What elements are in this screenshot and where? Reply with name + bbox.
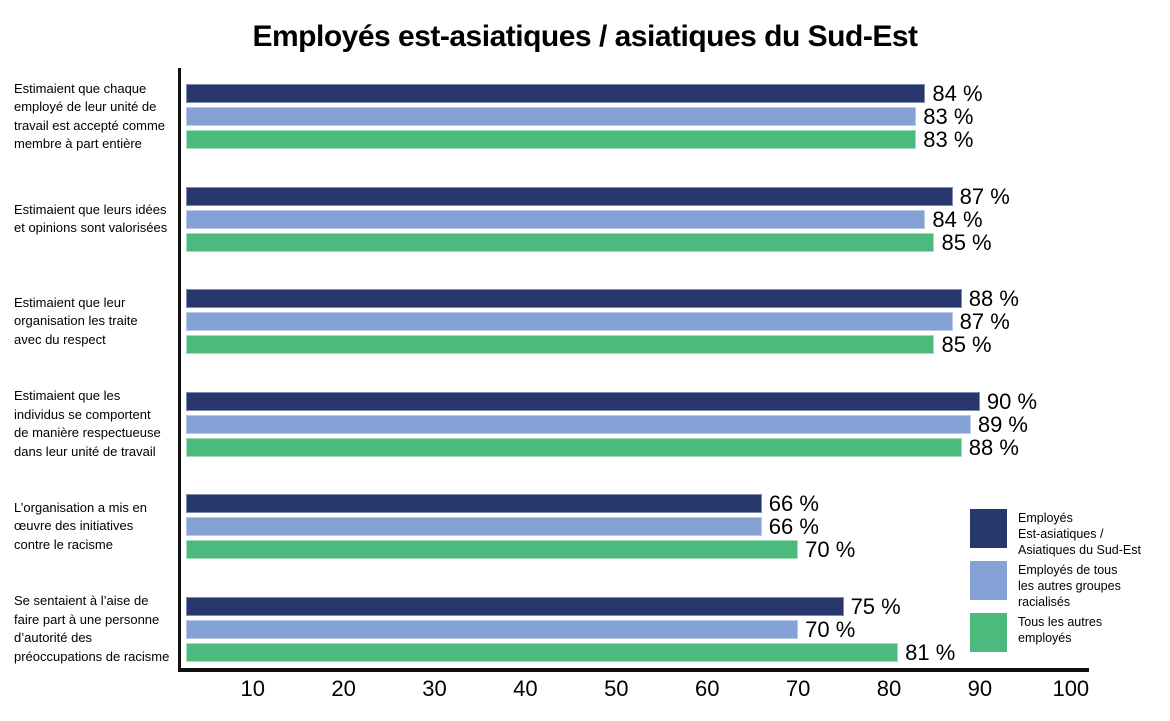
bar-value-label: 87 % xyxy=(959,309,1010,334)
bar-row: 70 % xyxy=(186,616,955,642)
bar-value-label: 90 % xyxy=(986,388,1038,414)
bar-value-label: 84 % xyxy=(932,206,983,232)
bar xyxy=(186,335,935,354)
bar xyxy=(186,186,953,206)
bar-value-label: 75 % xyxy=(850,593,901,619)
bar xyxy=(186,642,899,662)
x-axis-tick-label: 80 xyxy=(876,676,902,701)
bar-row: 85 % xyxy=(186,229,1010,255)
category-label: Estimaient que les individus se comporte… xyxy=(14,388,161,459)
bar-value-label: 83 % xyxy=(923,104,974,129)
bar-row: 87 % xyxy=(186,183,1010,209)
x-axis-tick-label: 70 xyxy=(785,676,811,701)
x-axis-tick-label: 20 xyxy=(331,676,356,701)
bar-value-label: 84 % xyxy=(932,81,983,106)
bar xyxy=(186,437,962,457)
bar-row: 83 % xyxy=(186,104,983,129)
x-axis-tick-label: 60 xyxy=(694,676,720,701)
bar-group: 87 % 84 % 85 % xyxy=(186,183,1010,256)
bar-row: 90 % xyxy=(186,388,1038,414)
bar-group: 75 % 70 % 81 % xyxy=(186,593,956,666)
bar xyxy=(186,596,844,616)
x-axis-tick-label: 100 xyxy=(1052,676,1090,701)
legend-label: Employés Est-asiatiques / Asiatiques du … xyxy=(1018,511,1141,557)
bar-value-label: 85 % xyxy=(941,332,992,357)
x-axis-tick-label: 50 xyxy=(604,676,629,701)
bar-value-label: 70 % xyxy=(805,616,856,642)
bar xyxy=(186,517,762,536)
x-axis-tick-label: 40 xyxy=(513,676,538,701)
bar-row: 70 % xyxy=(186,537,856,562)
bar-value-label: 88 % xyxy=(968,434,1019,460)
bar-row: 85 % xyxy=(186,332,1019,357)
legend-item: Tous les autres employés xyxy=(970,613,1170,665)
bar-value-label: 87 % xyxy=(959,183,1010,209)
legend-label: Tous les autres employés xyxy=(1018,615,1103,645)
category-label: Se sentaient à l’aise de faire part à un… xyxy=(14,593,170,664)
category-label: Estimaient que chaque employé de leur un… xyxy=(14,80,166,152)
category-label: L’organisation a mis en œuvre des initia… xyxy=(14,499,147,552)
bar-group: 90 % 89 % 88 % xyxy=(186,388,1038,461)
x-axis-tick-label: 90 xyxy=(967,676,993,701)
legend-swatch xyxy=(970,561,1007,600)
bar xyxy=(186,391,980,411)
bar-row: 84 % xyxy=(186,206,1010,232)
bar-row: 84 % xyxy=(186,81,983,106)
bar-row: 75 % xyxy=(186,593,955,619)
bar xyxy=(186,312,953,331)
legend-item: Employés Est-asiatiques / Asiatiques du … xyxy=(970,509,1170,561)
legend-item: Employés de tous les autres groupes raci… xyxy=(970,561,1170,613)
bar-row: 81 % xyxy=(186,639,956,665)
bar-row: 66 % xyxy=(186,514,855,539)
bar-value-label: 88 % xyxy=(968,286,1019,311)
y-axis-line xyxy=(178,68,181,670)
legend: Employés Est-asiatiques / Asiatiques du … xyxy=(970,509,1170,665)
bar-value-label: 66 % xyxy=(768,514,819,539)
bar xyxy=(186,107,917,126)
bar-value-label: 66 % xyxy=(768,491,819,516)
chart-title: Employés est-asiatiques / asiatiques du … xyxy=(252,20,918,53)
bar xyxy=(186,232,935,252)
bar-value-label: 83 % xyxy=(923,127,974,152)
category-label: Estimaient que leurs idées et opinions s… xyxy=(14,201,168,236)
bar-row: 66 % xyxy=(186,491,855,516)
bar xyxy=(186,289,962,308)
bar xyxy=(186,494,762,513)
bar-row: 87 % xyxy=(186,309,1019,334)
legend-label: Employés de tous les autres groupes raci… xyxy=(1018,563,1121,609)
bar-value-label: 81 % xyxy=(905,639,956,665)
bar-row: 83 % xyxy=(186,127,983,152)
x-axis-tick-label: 30 xyxy=(422,676,447,701)
bar-group: 88 % 87 % 85 % xyxy=(186,286,1019,358)
x-axis-line xyxy=(178,668,1089,672)
legend-swatch xyxy=(970,613,1007,652)
bar-row: 89 % xyxy=(186,411,1037,437)
bar xyxy=(186,414,971,434)
bar-group: 66 % 66 % 70 % xyxy=(186,491,856,563)
bar xyxy=(186,84,926,103)
bar-group: 84 % 83 % 83 % xyxy=(186,81,983,153)
bar xyxy=(186,130,917,149)
bar-value-label: 70 % xyxy=(805,537,856,562)
bar xyxy=(186,540,799,559)
bar-value-label: 89 % xyxy=(977,411,1028,437)
bar-value-label: 85 % xyxy=(941,229,992,255)
category-label: Estimaient que leur organisation les tra… xyxy=(14,294,138,347)
x-axis-tick-label: 10 xyxy=(240,676,265,701)
bar-row: 88 % xyxy=(186,286,1019,311)
legend-swatch xyxy=(970,509,1007,548)
bar-row: 88 % xyxy=(186,434,1037,460)
bar xyxy=(186,209,926,229)
bar xyxy=(186,619,799,639)
